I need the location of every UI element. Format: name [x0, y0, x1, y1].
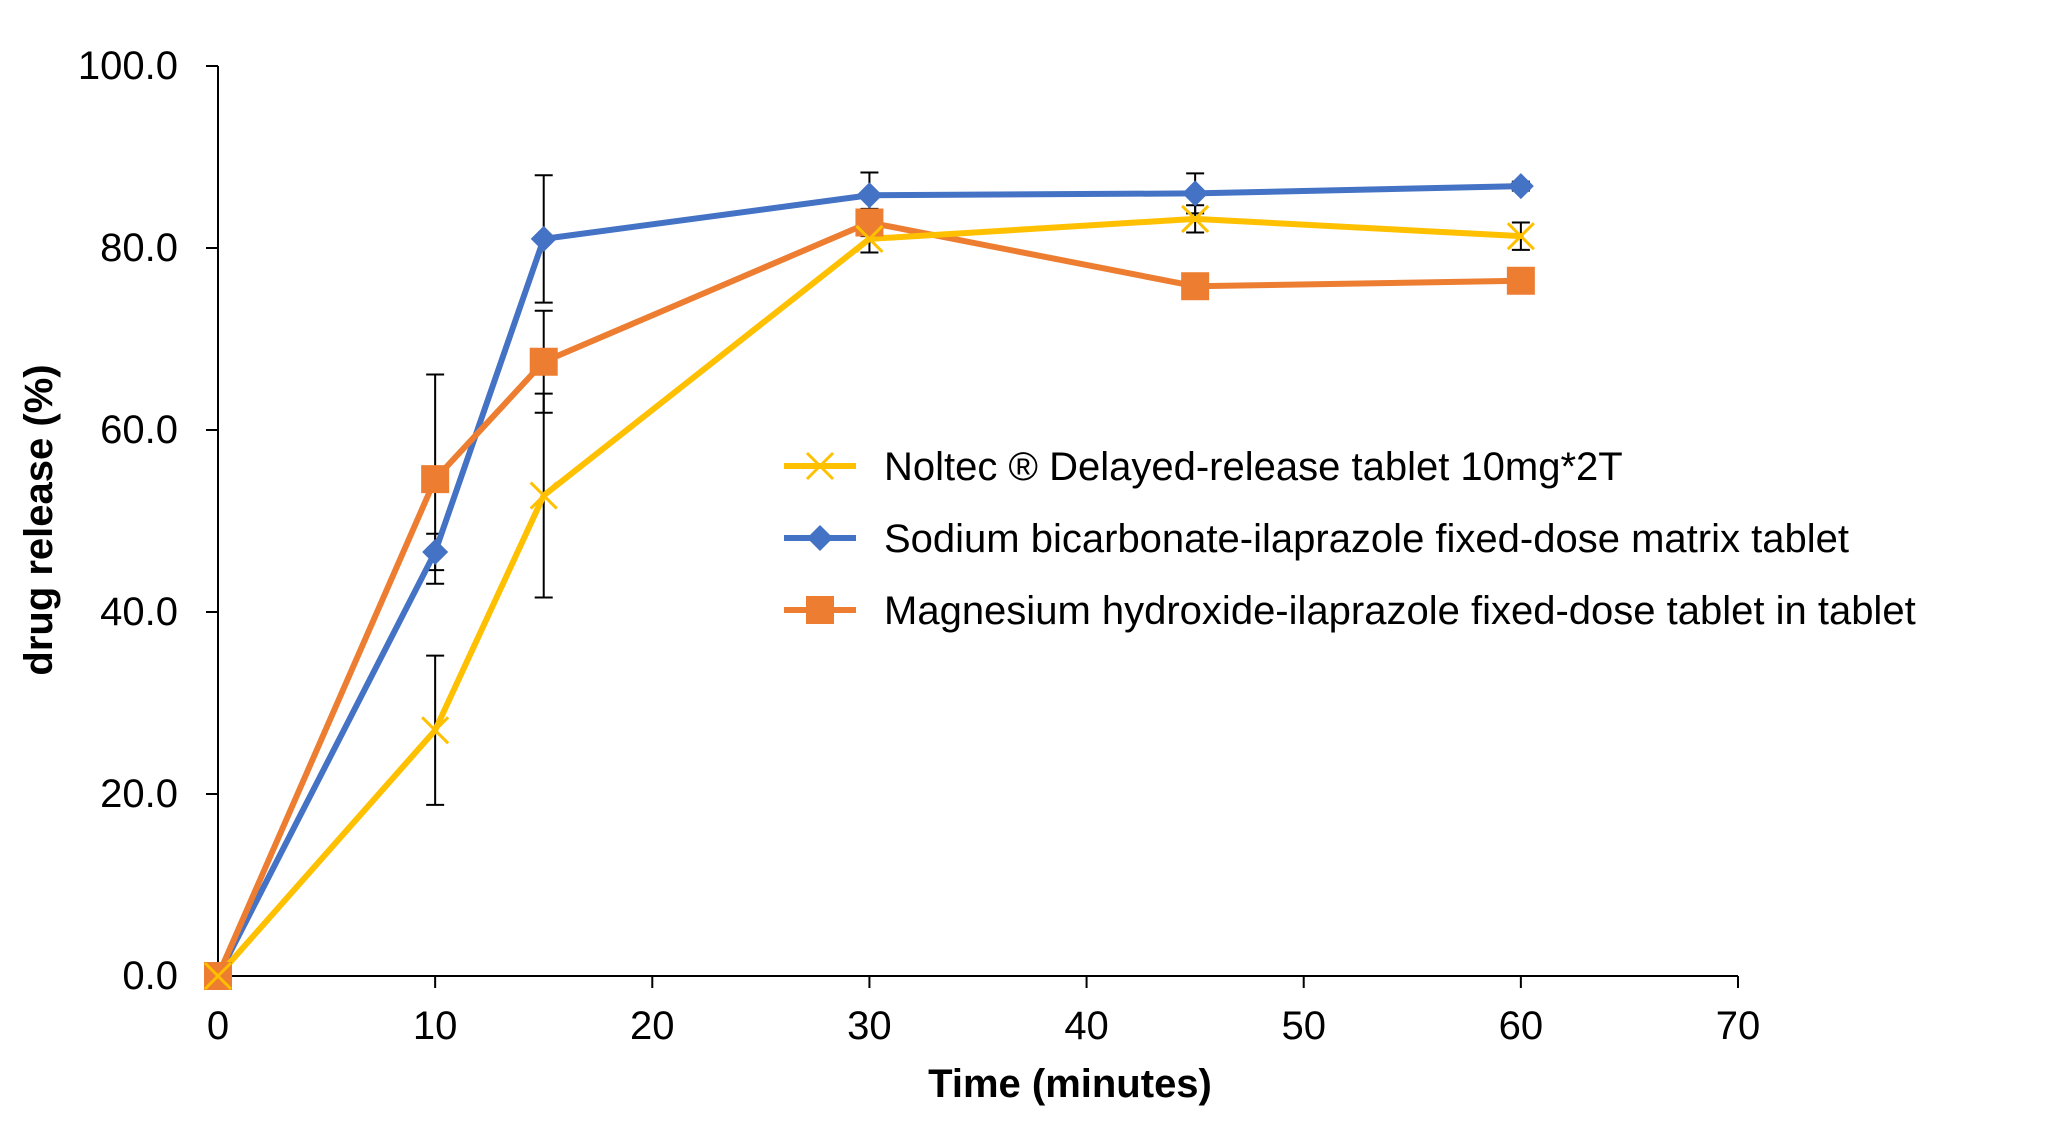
legend-label-3: Magnesium hydroxide-ilaprazole fixed-dos… — [884, 589, 1916, 633]
x-axis-title: Time (minutes) — [928, 1062, 1212, 1106]
data-point-series-1 — [1181, 204, 1210, 233]
x-tick-label: 60 — [1499, 1004, 1544, 1048]
x-tick-label: 30 — [847, 1004, 892, 1048]
x-tick-label: 20 — [630, 1004, 675, 1048]
data-point-series-1 — [203, 961, 233, 991]
x-tick-label: 10 — [413, 1004, 458, 1048]
data-point-series-2 — [422, 538, 449, 565]
legend-label-2: Sodium bicarbonate-ilaprazole fixed-dose… — [884, 517, 1849, 561]
series-line-1 — [215, 215, 1524, 979]
series-line-3 — [215, 219, 1524, 979]
x-tick-label: 40 — [1064, 1004, 1109, 1048]
data-point-series-1 — [1506, 222, 1535, 251]
legend: Noltec ® Delayed-release tablet 10mg*2T S… — [784, 445, 1916, 633]
data-point-series-2 — [856, 182, 883, 209]
x-tick-label: 50 — [1281, 1004, 1326, 1048]
data-point-series-1 — [421, 716, 450, 745]
y-tick-label: 40.0 — [100, 590, 178, 634]
data-point-series-2 — [1507, 173, 1534, 200]
data-markers — [203, 173, 1535, 991]
axes: 0.0 20.0 40.0 60.0 80.0 100.0 0 10 20 30 40 50 60 70 — [78, 44, 1760, 1048]
data-point-series-3 — [421, 465, 450, 494]
data-point-series-1 — [529, 481, 558, 510]
data-point-series-1 — [855, 224, 884, 253]
data-point-series-3 — [529, 347, 558, 376]
legend-marker-3 — [806, 596, 834, 624]
series-lines — [215, 183, 1524, 979]
x-tick-label: 70 — [1716, 1004, 1761, 1048]
y-tick-label: 20.0 — [100, 772, 178, 816]
legend-label-1: Noltec ® Delayed-release tablet 10mg*2T — [884, 445, 1623, 489]
data-point-series-2 — [530, 225, 557, 252]
y-axis-title: drug release (%) — [17, 364, 61, 675]
legend-marker-2 — [807, 525, 833, 551]
series-line-2 — [215, 183, 1524, 979]
x-tick-label: 0 — [207, 1004, 229, 1048]
y-tick-label: 0.0 — [122, 954, 178, 998]
data-point-series-2 — [1182, 180, 1209, 207]
y-tick-label: 80.0 — [100, 226, 178, 270]
y-tick-label: 60.0 — [100, 408, 178, 452]
data-point-series-3 — [855, 208, 884, 237]
data-point-series-3 — [1181, 272, 1210, 301]
data-point-series-3 — [1506, 266, 1535, 295]
y-tick-label: 100.0 — [78, 44, 178, 88]
legend-marker-1 — [805, 451, 835, 481]
